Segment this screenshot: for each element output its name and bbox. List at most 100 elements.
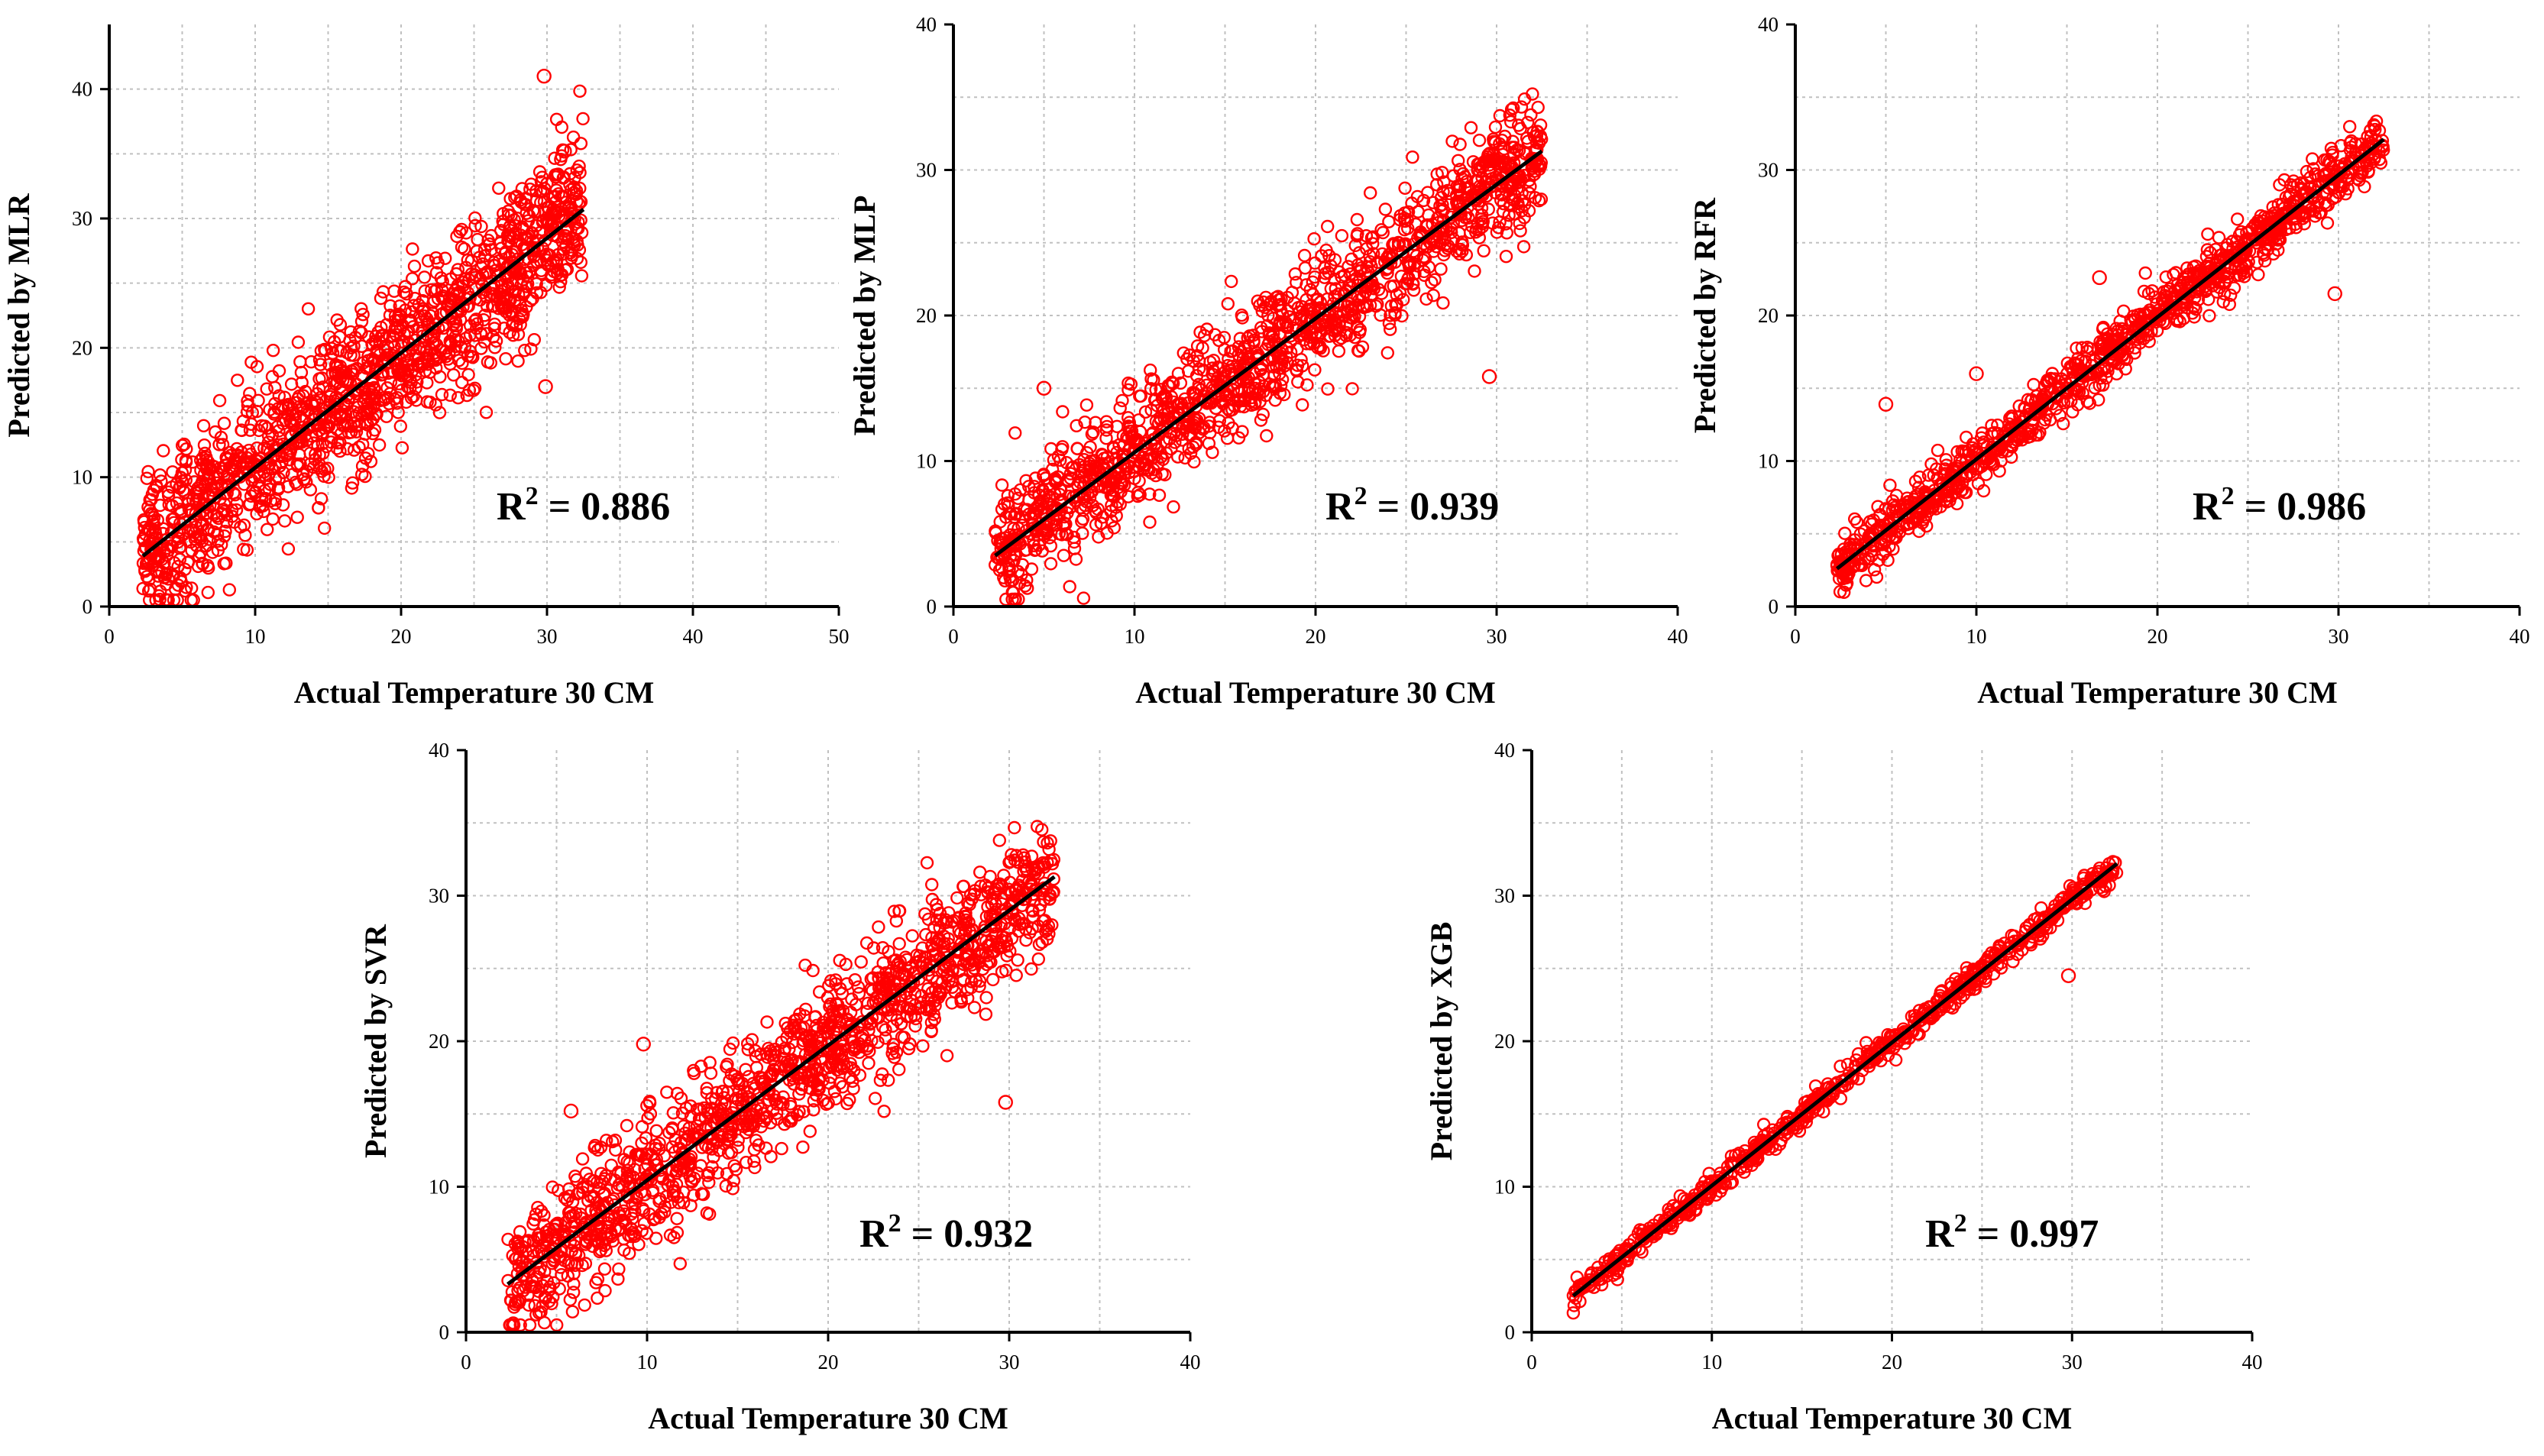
scatter-point [1225,403,1239,417]
x-tick-label: 0 [948,625,959,648]
scatter-point [1325,323,1339,337]
scatter-point [174,506,189,520]
scatter-point [1332,315,1347,329]
scatter-point [623,1246,636,1260]
scatter-point [2348,147,2362,160]
scatter-point [1144,382,1158,396]
scatter-point [2080,345,2094,358]
scatter-point [2266,200,2280,214]
y-tick-label: 20 [72,336,92,359]
scatter-point [349,425,364,438]
x-tick-label: 10 [245,625,266,648]
scatter-point [1345,382,1359,396]
x-tick-label: 40 [2510,625,2530,648]
y-tick-label: 40 [916,13,937,36]
scatter-point [991,533,1005,548]
scatter-point [1513,224,1527,238]
scatter-point [209,425,222,439]
scatter-point [507,213,521,227]
scatter-point [2041,374,2056,389]
scatter-point [325,431,339,445]
scatter-point [552,1282,566,1296]
scatter-point [1417,268,1432,282]
scatter-point [1319,267,1332,280]
x-tick-label: 50 [829,625,850,648]
scatter-point [1144,466,1159,480]
scatter-point [1115,393,1129,408]
scatter-point [393,419,407,433]
scatter-point [148,527,163,541]
scatter-point [1343,310,1358,325]
scatter-point [843,1093,856,1107]
scatter-point [2037,416,2051,430]
scatter-point [1912,524,1926,539]
x-axis-title: Actual Temperature 30 CM [1135,675,1495,710]
scatter-point [318,462,332,477]
scatter-point [1122,416,1137,429]
scatter-point [2354,167,2368,180]
scatter-point [1985,419,1999,432]
scatter-point [429,353,442,367]
scatter-point [642,1095,657,1110]
scatter-point [292,389,306,403]
scatter-point [381,366,396,380]
scatter-point [1493,137,1507,151]
scatter-point [448,315,463,328]
scatter-point [2274,212,2288,226]
scatter-point [569,187,583,202]
scatter-point [2258,254,2272,268]
scatter-point [413,356,428,370]
scatter-point [548,151,562,165]
scatter-point [337,366,351,380]
x-tick-label: 20 [1306,625,1326,648]
scatter-point [1151,442,1165,457]
scatter-point [1427,231,1442,246]
scatter-point [494,241,508,255]
scatter-point [354,302,368,315]
scatter-point [2320,216,2335,230]
scatter-point [1086,499,1100,513]
scatter-point [167,556,181,570]
scatter-point [1874,519,1888,532]
scatter-point [1865,548,1879,562]
scatter-point [967,1001,982,1014]
scatter-point [1031,952,1046,966]
scatter-point [1533,118,1548,132]
scatter-point [244,489,258,503]
scatter-point [2130,328,2144,341]
scatter-point [1477,244,1490,257]
scatter-point [979,991,993,1005]
scatter-point [1950,497,1964,510]
scatter-point [1461,211,1475,225]
scatter-point [468,211,482,225]
scatter-point [1318,313,1332,327]
scatter-point [1173,376,1188,390]
scatter-point [322,400,337,414]
scatter-outlier [1878,396,1894,412]
scatter-point [519,300,533,314]
scatter-point [196,557,210,571]
scatter-point [314,492,329,506]
scatter-point [809,1088,824,1102]
scatter-point [1359,229,1374,243]
scatter-point [810,1018,824,1033]
scatter-point [1168,435,1182,449]
scatter-point [2173,282,2188,296]
scatter-point [1472,133,1487,147]
y-tick-label: 40 [1758,13,1779,36]
scatter-point [173,541,186,555]
scatter-point [1167,427,1181,441]
scatter-point [570,195,584,209]
scatter-point [196,419,211,432]
scatter-point [502,235,516,248]
scatter-point [1070,478,1085,492]
scatter-point [423,395,437,409]
scatter-point [1275,373,1290,387]
scatter-point [236,414,251,429]
scatter-point [138,527,153,541]
scatter-point [2096,378,2110,392]
scatter-point [2192,268,2206,283]
scatter-point [2032,404,2046,419]
scatter-point [356,308,370,322]
scatter-point [499,352,513,366]
